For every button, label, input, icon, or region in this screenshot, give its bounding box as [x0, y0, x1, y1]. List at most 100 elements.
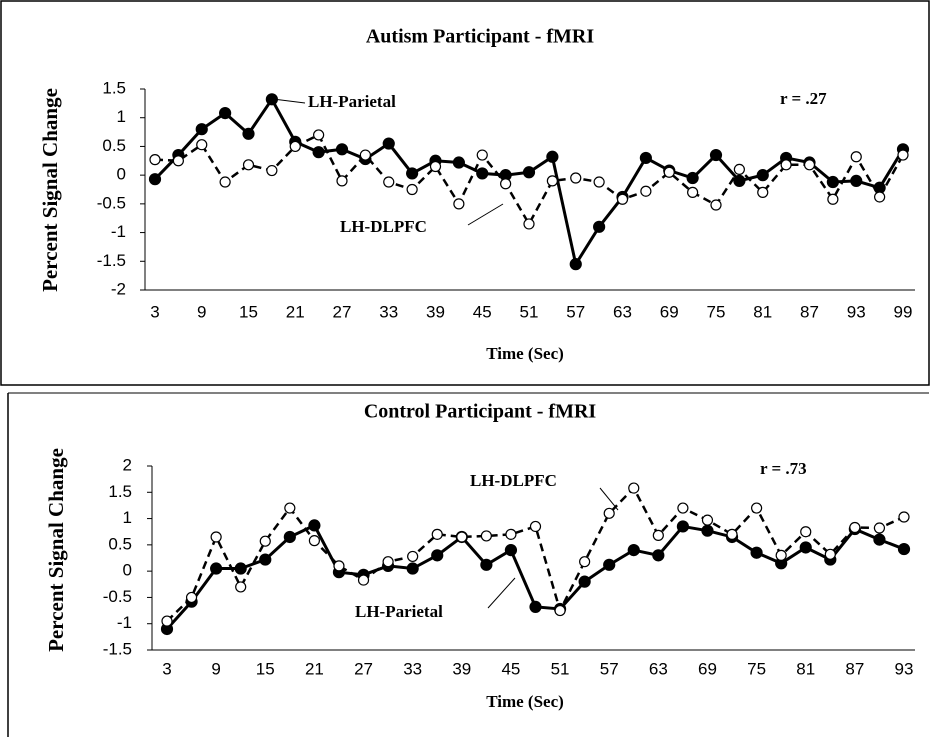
data-point	[850, 174, 863, 187]
data-point	[639, 151, 652, 165]
data-point	[313, 129, 325, 141]
data-point	[676, 520, 690, 533]
data-point	[335, 143, 349, 156]
data-point	[824, 548, 836, 560]
series-line	[165, 523, 905, 630]
data-point	[780, 159, 792, 171]
y-tick-label: 1	[117, 107, 126, 126]
data-point	[429, 160, 442, 173]
y-axis-label: Percent Signal Change	[38, 88, 62, 292]
y-tick-label: -1	[111, 222, 126, 241]
data-point	[476, 167, 489, 180]
leader-line	[599, 487, 619, 511]
y-tick-label: 0.5	[102, 136, 126, 155]
data-point	[775, 549, 787, 561]
data-point	[210, 531, 222, 543]
data-point	[628, 482, 640, 494]
chart-title: Autism Participant - fMRI	[366, 26, 595, 48]
data-point	[523, 218, 535, 230]
data-point	[333, 560, 345, 572]
data-point	[578, 575, 591, 588]
x-tick-label: 75	[707, 302, 726, 321]
y-tick-label: 1	[123, 508, 132, 527]
x-tick-label: 45	[473, 302, 492, 321]
data-point	[480, 558, 493, 571]
data-point	[242, 127, 255, 140]
data-point	[677, 502, 689, 514]
x-tick-label: 27	[354, 659, 373, 678]
data-point	[686, 171, 699, 185]
data-point	[873, 533, 886, 546]
x-tick-label: 63	[613, 302, 632, 321]
data-point	[897, 542, 911, 556]
data-point	[640, 185, 652, 197]
data-point	[172, 155, 184, 167]
data-point	[522, 166, 536, 179]
data-point	[235, 581, 247, 593]
x-tick-label: 27	[333, 302, 352, 321]
data-point	[827, 193, 839, 205]
data-point	[593, 220, 606, 233]
x-tick-label: 57	[566, 302, 585, 321]
data-point	[803, 159, 816, 171]
series-label: LH-DLPFC	[470, 471, 557, 490]
y-tick-label: 0	[117, 165, 126, 184]
y-tick-label: -1.5	[97, 251, 126, 270]
x-tick-label: 3	[162, 659, 171, 678]
data-point	[800, 526, 812, 538]
data-point	[219, 176, 231, 188]
data-point	[476, 149, 488, 161]
data-point	[382, 137, 395, 150]
data-point	[149, 154, 161, 166]
data-point	[357, 574, 370, 586]
leader-line	[467, 203, 504, 226]
y-tick-label: -1.5	[103, 639, 132, 658]
data-point	[701, 514, 714, 526]
data-point	[570, 172, 582, 184]
x-tick-label: 9	[211, 659, 220, 678]
data-point	[850, 151, 862, 163]
data-point	[874, 191, 886, 203]
y-tick-label: 2	[123, 455, 132, 474]
data-point	[383, 176, 395, 188]
data-point	[308, 519, 321, 532]
leader-line	[487, 577, 516, 609]
data-point	[456, 531, 468, 543]
x-tick-label: 93	[847, 302, 866, 321]
y-tick-label: -0.5	[97, 193, 126, 212]
data-point	[406, 167, 419, 180]
data-point	[849, 521, 861, 534]
y-tick-label: -0.5	[103, 587, 132, 606]
data-point	[826, 175, 839, 189]
data-point	[148, 173, 162, 186]
data-point	[593, 176, 605, 188]
x-tick-label: 57	[600, 659, 619, 678]
data-point	[726, 528, 738, 540]
x-axis-label: Time (Sec)	[486, 344, 564, 363]
series-label: LH-DLPFC	[340, 217, 427, 236]
data-point	[242, 159, 255, 171]
x-tick-label: 3	[150, 302, 159, 321]
data-point	[308, 535, 320, 547]
chart-title: Control Participant - fMRI	[364, 401, 597, 423]
x-tick-label: 39	[426, 302, 445, 321]
data-point	[259, 553, 272, 566]
data-point	[161, 615, 173, 627]
data-point	[336, 175, 348, 187]
x-tick-label: 51	[551, 659, 570, 678]
y-tick-label: 0.5	[108, 534, 132, 553]
data-point	[603, 507, 615, 519]
data-point	[897, 149, 909, 161]
data-point	[196, 139, 208, 151]
x-tick-label: 21	[286, 302, 305, 321]
data-point	[266, 164, 278, 177]
data-point	[195, 123, 208, 136]
data-point	[710, 199, 722, 211]
series-line	[154, 133, 905, 227]
data-point	[750, 546, 763, 559]
data-point	[185, 591, 198, 604]
x-tick-label: 9	[197, 302, 206, 321]
x-tick-label: 15	[239, 302, 258, 321]
data-point	[709, 148, 723, 162]
